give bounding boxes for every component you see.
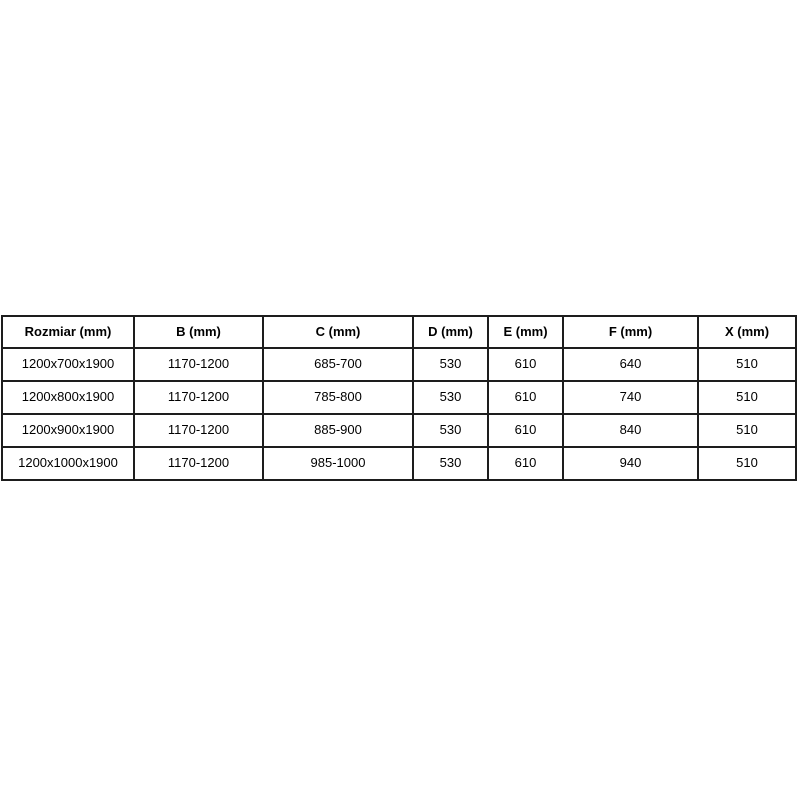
cell-c: 885-900	[262, 413, 414, 448]
cell-c: 685-700	[262, 347, 414, 382]
cell-x: 510	[697, 446, 797, 481]
cell-f: 840	[562, 413, 699, 448]
cell-b: 1170-1200	[133, 413, 264, 448]
dimensions-table: Rozmiar (mm) B (mm) C (mm) D (mm) E (mm)…	[1, 315, 797, 481]
cell-e: 610	[487, 347, 564, 382]
cell-x: 510	[697, 413, 797, 448]
column-header-f: F (mm)	[562, 315, 699, 349]
cell-x: 510	[697, 347, 797, 382]
cell-b: 1170-1200	[133, 446, 264, 481]
table-body: 1200x700x1900 1170-1200 685-700 530 610 …	[1, 347, 797, 481]
table-row: 1200x1000x1900 1170-1200 985-1000 530 61…	[1, 446, 797, 481]
cell-f: 740	[562, 380, 699, 415]
cell-d: 530	[412, 446, 489, 481]
cell-f: 940	[562, 446, 699, 481]
cell-d: 530	[412, 347, 489, 382]
cell-d: 530	[412, 380, 489, 415]
table-row: 1200x800x1900 1170-1200 785-800 530 610 …	[1, 380, 797, 415]
cell-c: 785-800	[262, 380, 414, 415]
cell-d: 530	[412, 413, 489, 448]
cell-c: 985-1000	[262, 446, 414, 481]
column-header-e: E (mm)	[487, 315, 564, 349]
cell-e: 610	[487, 446, 564, 481]
cell-rozmiar: 1200x800x1900	[1, 380, 135, 415]
cell-f: 640	[562, 347, 699, 382]
column-header-x: X (mm)	[697, 315, 797, 349]
cell-rozmiar: 1200x1000x1900	[1, 446, 135, 481]
table-header-row: Rozmiar (mm) B (mm) C (mm) D (mm) E (mm)…	[1, 315, 797, 349]
cell-e: 610	[487, 413, 564, 448]
table-row: 1200x900x1900 1170-1200 885-900 530 610 …	[1, 413, 797, 448]
cell-x: 510	[697, 380, 797, 415]
table-row: 1200x700x1900 1170-1200 685-700 530 610 …	[1, 347, 797, 382]
column-header-rozmiar: Rozmiar (mm)	[1, 315, 135, 349]
column-header-d: D (mm)	[412, 315, 489, 349]
column-header-b: B (mm)	[133, 315, 264, 349]
cell-rozmiar: 1200x900x1900	[1, 413, 135, 448]
cell-e: 610	[487, 380, 564, 415]
cell-b: 1170-1200	[133, 347, 264, 382]
column-header-c: C (mm)	[262, 315, 414, 349]
cell-b: 1170-1200	[133, 380, 264, 415]
cell-rozmiar: 1200x700x1900	[1, 347, 135, 382]
